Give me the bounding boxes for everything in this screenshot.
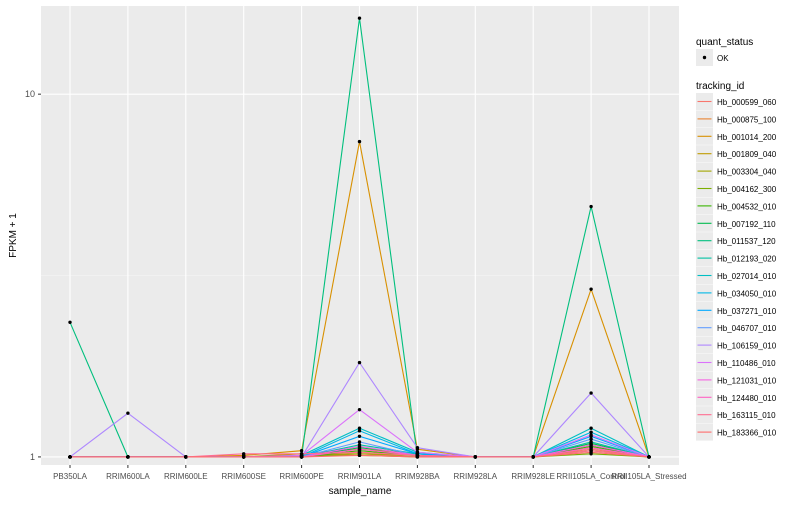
legend-label: Hb_004162_300 [717, 185, 777, 194]
data-point [531, 455, 535, 459]
legend-point-ok [702, 55, 707, 60]
data-point [357, 444, 362, 448]
data-point [589, 443, 593, 447]
data-point [589, 430, 593, 434]
data-point [415, 446, 420, 450]
legend-title-tracking-id: tracking_id [696, 81, 744, 92]
x-tick-label: RRIM928LA [454, 472, 498, 481]
x-tick-label: RRIM901LA [338, 472, 382, 481]
data-point [68, 320, 72, 325]
data-point [589, 426, 593, 430]
data-point [589, 391, 593, 395]
data-point [589, 446, 593, 450]
data-point [473, 455, 477, 459]
data-point [242, 452, 246, 456]
legend-label: Hb_046707_010 [717, 324, 777, 333]
data-point [357, 16, 362, 20]
legend-label: Hb_000599_060 [717, 98, 777, 107]
legend-label: Hb_011537_120 [717, 237, 776, 246]
data-point [242, 455, 246, 459]
data-point [589, 440, 593, 444]
x-tick-label: RRII105LA_Control [556, 472, 626, 481]
data-point [589, 204, 593, 209]
legend-label: Hb_027014_010 [717, 272, 777, 281]
x-tick-label: RRIM600LA [106, 472, 150, 481]
data-point [299, 449, 304, 453]
data-point [184, 455, 188, 459]
data-point [589, 450, 593, 454]
x-tick-label: RRIM928BA [395, 472, 440, 481]
data-point [415, 455, 420, 459]
y-tick-label: 10 [25, 89, 35, 99]
legend-label: Hb_121031_010 [717, 376, 777, 385]
legend-label: Hb_001014_200 [717, 133, 777, 142]
data-point [357, 434, 362, 438]
data-point [357, 450, 362, 454]
legend-label: Hb_183366_010 [717, 429, 777, 438]
data-point [299, 455, 304, 459]
legend-title-quant-status: quant_status [696, 37, 753, 48]
x-tick-label: PB350LA [53, 472, 87, 481]
data-point [126, 411, 130, 415]
legend-label: Hb_124480_010 [717, 394, 777, 403]
data-point [357, 139, 362, 144]
data-point [357, 407, 362, 412]
legend-label: Hb_110486_010 [717, 359, 776, 368]
data-point [357, 360, 362, 365]
data-point [299, 452, 304, 456]
data-point [357, 453, 362, 458]
data-point [126, 455, 130, 459]
x-tick-label: RRIM600PE [279, 472, 323, 481]
data-point [647, 455, 651, 459]
y-tick-label: 1 [30, 452, 35, 462]
data-point [589, 287, 593, 291]
data-point [589, 437, 593, 441]
data-point [357, 426, 362, 430]
legend-label: Hb_034050_010 [717, 289, 777, 298]
x-tick-label: RRIM928LE [511, 472, 555, 481]
legend-label: Hb_003304_040 [717, 168, 777, 177]
legend-label: Hb_106159_010 [717, 342, 777, 351]
x-axis-title: sample_name [329, 486, 392, 497]
x-tick-label: RRIM600LE [164, 472, 208, 481]
data-point [415, 450, 420, 454]
legend-label: Hb_001809_040 [717, 150, 777, 159]
legend-label-ok: OK [717, 54, 729, 63]
legend-label: Hb_007192_110 [717, 220, 776, 229]
legend-label: Hb_000875_100 [717, 115, 777, 124]
data-point [589, 433, 593, 437]
x-tick-label: RRIM600SE [221, 472, 265, 481]
data-point [357, 440, 362, 444]
data-point [68, 455, 72, 459]
data-point [357, 429, 362, 433]
x-tick-label: RRII105LA_Stressed [611, 472, 686, 481]
legend-label: Hb_004532_010 [717, 202, 777, 211]
data-point [357, 447, 362, 451]
legend-label: Hb_037271_010 [717, 307, 777, 316]
y-axis-title: FPKM + 1 [8, 213, 19, 258]
legend-label: Hb_163115_010 [717, 411, 776, 420]
legend-label: Hb_012193_020 [717, 255, 777, 264]
